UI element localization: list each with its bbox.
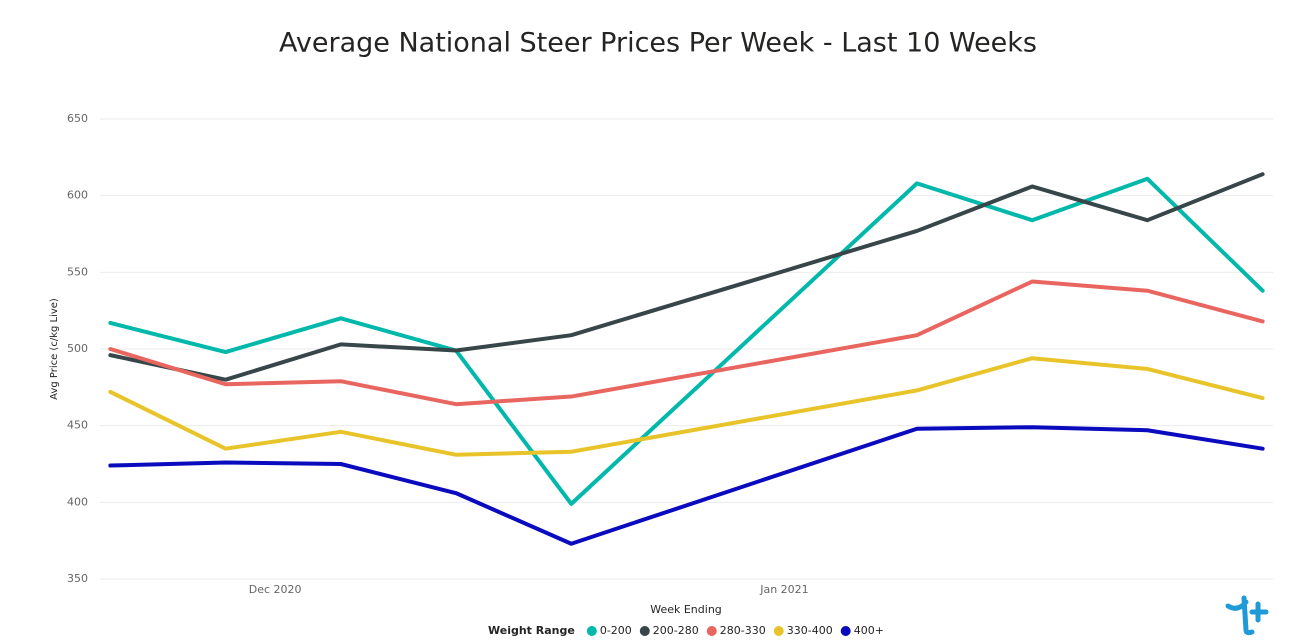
y-tick-label: 450 [67, 419, 88, 432]
x-tick-label: Jan 2021 [759, 583, 808, 596]
y-tick-label: 650 [67, 112, 88, 125]
chart-title: Average National Steer Prices Per Week -… [279, 28, 1037, 59]
legend-label: 330-400 [787, 624, 833, 637]
legend-swatch [586, 626, 597, 636]
y-tick-label: 500 [67, 342, 88, 355]
legend-title: Weight Range [488, 624, 575, 637]
legend-swatch [639, 626, 650, 636]
legend-swatch [706, 626, 717, 636]
series-line [108, 356, 1265, 457]
series-line [108, 172, 1265, 382]
legend-label: 0-200 [600, 624, 632, 637]
x-axis-label: Week Ending [650, 603, 722, 616]
y-axis-label: Avg Price (c/kg Live) [49, 298, 60, 400]
legend-label: 200-280 [653, 624, 699, 637]
y-tick-label: 550 [67, 265, 88, 278]
series-line [108, 279, 1265, 407]
x-tick-label: Dec 2020 [249, 583, 302, 596]
legend-label: 280-330 [720, 624, 766, 637]
legend-swatch [773, 626, 784, 636]
series-line [108, 176, 1265, 506]
y-tick-label: 350 [67, 572, 88, 585]
legend-label: 400+ [854, 624, 884, 637]
logo [1225, 595, 1269, 636]
y-tick-label: 400 [67, 495, 88, 508]
y-tick-label: 600 [67, 189, 88, 202]
series-line [108, 425, 1265, 546]
legend-swatch [840, 626, 851, 636]
